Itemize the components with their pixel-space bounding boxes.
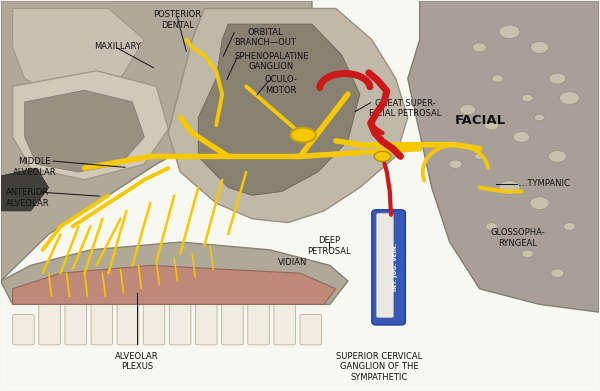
Circle shape: [535, 114, 545, 121]
Circle shape: [530, 41, 548, 54]
Circle shape: [499, 181, 520, 194]
Polygon shape: [169, 9, 408, 222]
FancyBboxPatch shape: [169, 303, 191, 345]
Text: MAXILLARY: MAXILLARY: [94, 41, 141, 50]
Circle shape: [522, 94, 533, 102]
Ellipse shape: [290, 127, 316, 142]
Text: ALVEOLAR
PLEXUS: ALVEOLAR PLEXUS: [115, 352, 159, 371]
Circle shape: [485, 223, 497, 230]
FancyBboxPatch shape: [39, 303, 61, 345]
Polygon shape: [13, 71, 169, 180]
Polygon shape: [1, 168, 49, 211]
Circle shape: [475, 153, 484, 160]
Circle shape: [513, 131, 530, 142]
Circle shape: [559, 91, 580, 104]
Text: SPHENOPALATINE
GANGLION: SPHENOPALATINE GANGLION: [234, 52, 308, 72]
FancyBboxPatch shape: [372, 210, 406, 325]
FancyBboxPatch shape: [143, 303, 165, 345]
FancyBboxPatch shape: [13, 314, 34, 345]
Circle shape: [563, 222, 575, 230]
FancyBboxPatch shape: [91, 303, 113, 345]
Text: MIDDLE
ALVEOLAR: MIDDLE ALVEOLAR: [13, 157, 56, 177]
Polygon shape: [13, 9, 145, 98]
Polygon shape: [1, 242, 348, 304]
Circle shape: [484, 120, 499, 130]
Text: SUPERIOR CERVICAL
GANGLION OF THE
SYMPATHETIC: SUPERIOR CERVICAL GANGLION OF THE SYMPAT…: [336, 352, 422, 382]
FancyBboxPatch shape: [221, 303, 243, 345]
FancyBboxPatch shape: [117, 303, 139, 345]
FancyBboxPatch shape: [274, 303, 295, 345]
Polygon shape: [198, 24, 360, 196]
FancyBboxPatch shape: [196, 303, 217, 345]
Polygon shape: [13, 265, 336, 304]
Text: INT. JUG. VEIN.: INT. JUG. VEIN.: [393, 243, 398, 291]
Circle shape: [521, 250, 533, 258]
Text: ORBITAL
BRANCH—OUT: ORBITAL BRANCH—OUT: [234, 28, 296, 47]
FancyBboxPatch shape: [300, 314, 322, 345]
Text: POSTERIOR
DENTAL: POSTERIOR DENTAL: [153, 11, 202, 30]
Circle shape: [449, 160, 462, 169]
Circle shape: [460, 104, 476, 115]
Circle shape: [473, 43, 487, 52]
Circle shape: [551, 269, 564, 278]
Circle shape: [549, 73, 566, 84]
Polygon shape: [25, 90, 145, 172]
Text: OCULO-
MOTOR: OCULO- MOTOR: [264, 75, 297, 95]
Text: ....TYMPANIC: ....TYMPANIC: [517, 179, 569, 188]
Polygon shape: [408, 1, 599, 312]
Circle shape: [499, 25, 520, 39]
Circle shape: [530, 197, 549, 210]
FancyBboxPatch shape: [248, 303, 269, 345]
Ellipse shape: [374, 151, 391, 161]
Circle shape: [548, 151, 566, 162]
Circle shape: [492, 75, 503, 82]
Text: VIDIAN: VIDIAN: [278, 258, 308, 267]
Text: ANTERIOR
ALVEOLAR: ANTERIOR ALVEOLAR: [5, 188, 49, 208]
Text: DEEP
PETROSAL: DEEP PETROSAL: [307, 236, 350, 256]
FancyBboxPatch shape: [377, 213, 394, 317]
Text: GREAT SUPER-
FICIAL PETROSAL: GREAT SUPER- FICIAL PETROSAL: [369, 99, 441, 118]
Text: FACIAL: FACIAL: [454, 114, 506, 127]
FancyBboxPatch shape: [65, 303, 86, 345]
Polygon shape: [1, 1, 312, 281]
Text: GLOSSOPHA-
RYNGEAL: GLOSSOPHA- RYNGEAL: [490, 228, 545, 248]
